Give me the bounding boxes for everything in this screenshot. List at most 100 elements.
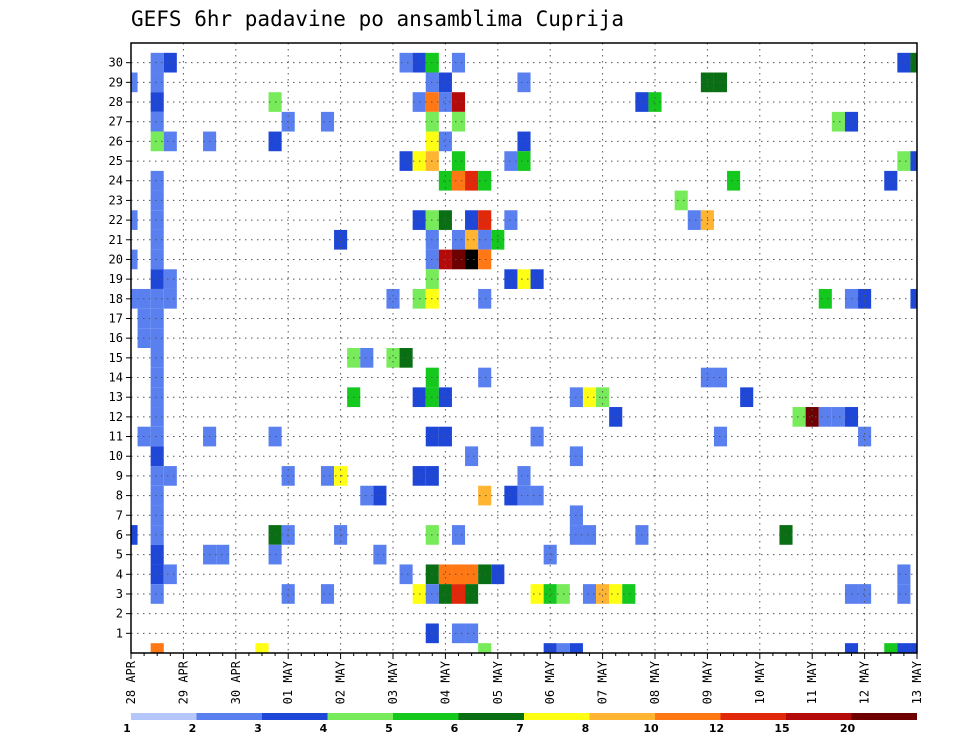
heatmap-cell bbox=[399, 52, 413, 73]
x-tick-label: 05 MAY bbox=[491, 660, 505, 704]
colorbar-legend: 1 2 3 4 5 6 7 8 10 12 15 20 bbox=[123, 713, 917, 735]
x-tick-label: 13 MAY bbox=[910, 660, 924, 704]
y-tick-label: 12 bbox=[109, 410, 123, 424]
y-tick-label: 26 bbox=[109, 134, 123, 148]
y-tick-label: 27 bbox=[109, 115, 123, 129]
heatmap-cell bbox=[150, 564, 164, 585]
y-tick-label: 5 bbox=[116, 548, 123, 562]
heatmap-cell bbox=[438, 584, 452, 604]
heatmap-cell bbox=[818, 288, 832, 309]
y-tick-label: 24 bbox=[109, 174, 123, 188]
heatmap-cell bbox=[504, 210, 518, 230]
heatmap-cell bbox=[569, 643, 583, 653]
heatmap-cell bbox=[740, 387, 754, 408]
heatmap-cell bbox=[478, 170, 492, 191]
y-tick-label: 7 bbox=[116, 508, 123, 522]
heatmap-cell bbox=[150, 249, 164, 270]
y-tick-label: 29 bbox=[109, 75, 123, 89]
heatmap-cell bbox=[386, 348, 400, 368]
heatmap-cell bbox=[884, 643, 898, 653]
heatmap-cell bbox=[438, 564, 452, 585]
heatmap-cell bbox=[478, 229, 492, 250]
heatmap-cell bbox=[622, 584, 636, 604]
heatmap-cell bbox=[386, 288, 400, 309]
heatmap-cell bbox=[438, 426, 452, 447]
heatmap-cell bbox=[163, 466, 177, 486]
heatmap-cell bbox=[334, 525, 348, 545]
heatmap-cell bbox=[451, 111, 466, 132]
y-tick-label: 19 bbox=[109, 272, 123, 286]
y-tick-label: 16 bbox=[109, 331, 123, 345]
heatmap-cell bbox=[438, 131, 452, 152]
heatmap-cell bbox=[150, 485, 164, 506]
colorbar-swatch bbox=[327, 713, 393, 720]
heatmap-cell bbox=[360, 348, 374, 368]
heatmap-cell bbox=[517, 72, 531, 93]
heatmap-cell bbox=[150, 426, 164, 447]
x-tick-label: 29 APR bbox=[176, 660, 190, 704]
heatmap-cell bbox=[438, 170, 452, 191]
heatmap-cell bbox=[609, 584, 623, 604]
heatmap-cell bbox=[465, 623, 479, 644]
colorbar-swatch bbox=[393, 713, 459, 720]
heatmap-cell bbox=[334, 229, 348, 250]
colorbar-swatch bbox=[196, 713, 262, 720]
heatmap-cell bbox=[478, 643, 492, 653]
heatmap-cell bbox=[504, 485, 518, 506]
colorbar-label: 10 bbox=[643, 722, 659, 735]
heatmap-cell bbox=[163, 288, 177, 309]
x-tick-label: 11 MAY bbox=[805, 660, 819, 704]
heatmap-cell bbox=[451, 170, 466, 191]
heatmap-cell bbox=[530, 485, 544, 506]
heatmap-cell bbox=[150, 328, 164, 348]
colorbar-label: 1 bbox=[123, 722, 131, 735]
y-tick-label: 1 bbox=[116, 626, 123, 640]
heatmap-cell bbox=[399, 564, 413, 585]
heatmap-cell bbox=[910, 643, 917, 653]
heatmap-cell bbox=[556, 643, 570, 653]
chart-title: GEFS 6hr padavine po ansamblima Cuprija bbox=[131, 7, 624, 31]
heatmap-cell bbox=[910, 288, 917, 309]
heatmap-cell bbox=[255, 643, 269, 653]
colorbar-swatch bbox=[655, 713, 721, 720]
colorbar-label: 15 bbox=[774, 722, 789, 735]
x-tick-label: 02 MAY bbox=[334, 660, 348, 704]
heatmap-cell bbox=[517, 485, 531, 506]
heatmap-cell bbox=[150, 72, 164, 93]
heatmap-cell bbox=[465, 446, 479, 467]
heatmap-cell bbox=[451, 52, 466, 73]
heatmap-cell bbox=[150, 544, 164, 565]
heatmap-cell bbox=[216, 544, 230, 565]
y-tick-label: 18 bbox=[109, 292, 123, 306]
colorbar-label: 20 bbox=[840, 722, 856, 735]
heatmap-cell bbox=[150, 387, 164, 408]
colorbar-label: 2 bbox=[189, 722, 197, 735]
colorbar-swatch bbox=[589, 713, 655, 720]
heatmap-cell bbox=[465, 210, 479, 230]
heatmap-cell bbox=[360, 485, 374, 506]
heatmap-cell bbox=[451, 229, 466, 250]
y-tick-label: 17 bbox=[109, 311, 123, 325]
heatmap-cell bbox=[543, 544, 557, 565]
colorbar-label: 3 bbox=[254, 722, 262, 735]
heatmap-cell bbox=[478, 367, 492, 388]
heatmap-cell bbox=[465, 249, 479, 270]
y-tick-label: 28 bbox=[109, 95, 123, 109]
colorbar-swatch bbox=[131, 713, 197, 720]
heatmap-cell bbox=[858, 426, 872, 447]
heatmap-cell bbox=[465, 229, 479, 250]
colorbar-swatch bbox=[786, 713, 852, 720]
heatmap-cell bbox=[131, 288, 138, 309]
heatmap-cell bbox=[596, 584, 610, 604]
y-tick-label: 21 bbox=[109, 233, 123, 247]
x-tick-label: 01 MAY bbox=[281, 660, 295, 704]
heatmap-cell bbox=[320, 111, 335, 132]
heatmap-cell bbox=[438, 72, 452, 93]
heatmap-cell bbox=[150, 131, 164, 152]
x-tick-label: 12 MAY bbox=[858, 660, 872, 704]
colorbar-label: 12 bbox=[709, 722, 724, 735]
x-axis: 28 APR 29 APR 30 APR 01 MAY 02 MAY 03 MAY 04 M… bbox=[124, 653, 924, 704]
heatmap-cell bbox=[478, 288, 492, 309]
heatmap-cell bbox=[844, 643, 859, 653]
